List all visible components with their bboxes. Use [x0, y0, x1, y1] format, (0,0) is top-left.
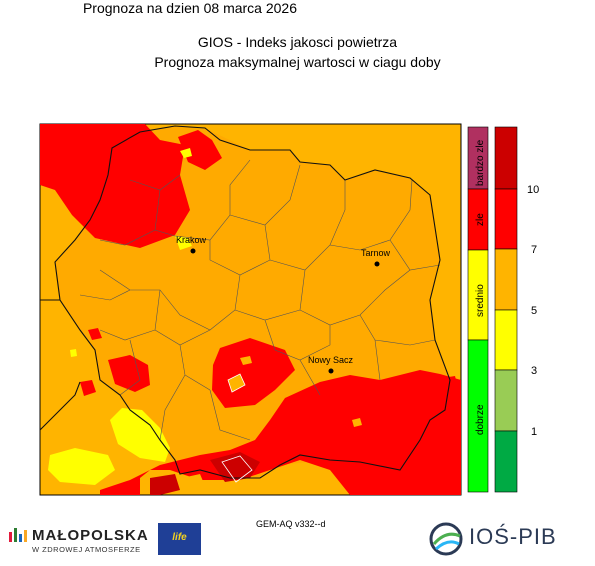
value-scale: 10 7 5 3 1	[494, 126, 539, 493]
legend-cat-label: dobrze	[475, 404, 486, 435]
eu-life-text: life	[172, 532, 187, 543]
malopolska-name: MAŁOPOLSKA	[32, 527, 149, 544]
city-tarnow: Tarnow	[361, 248, 391, 267]
ios-pib-logo-icon	[429, 522, 463, 556]
forecast-date: Prognoza na dzien 08 marca 2026	[82, 0, 298, 16]
model-version: GEM-AQ v332--d	[256, 519, 326, 529]
map-subtitle: Prognoza maksymalnej wartosci w ciagu do…	[154, 54, 441, 70]
scale-tick: 1	[531, 426, 537, 438]
ios-pib-name: IOŚ-PIB	[469, 524, 557, 549]
city-nowy-sacz: Nowy Sacz	[308, 355, 354, 374]
scale-tick: 3	[531, 365, 537, 377]
legend-cat-label: zle	[475, 213, 486, 226]
map-panel	[39, 123, 462, 496]
legend-cat-dobrze	[467, 339, 489, 493]
city-label: Krakow	[176, 235, 207, 245]
map-title: GIOS - Indeks jakosci powietrza	[197, 34, 398, 50]
malopolska-logo-icon	[9, 528, 27, 542]
yellow-zone-southwest	[110, 408, 170, 462]
red-zone-northwest	[40, 124, 190, 248]
eu-life-logo: life	[158, 523, 201, 555]
category-legend: bardzo zle zle srednio dobrze	[467, 126, 489, 493]
city-label: Nowy Sacz	[308, 355, 354, 365]
city-label: Tarnow	[361, 248, 391, 258]
scale-tick: 5	[531, 305, 537, 317]
legend-cat-label: srednio	[475, 284, 486, 317]
malopolska-tagline: W ZDROWEJ ATMOSFERZE	[32, 545, 141, 554]
scale-tick: 7	[531, 244, 537, 256]
legend-cat-label: bardzo zle	[475, 139, 486, 186]
scale-tick: 10	[527, 184, 539, 196]
red-zone-north	[178, 130, 222, 170]
city-krakow: Krakow	[176, 235, 207, 254]
